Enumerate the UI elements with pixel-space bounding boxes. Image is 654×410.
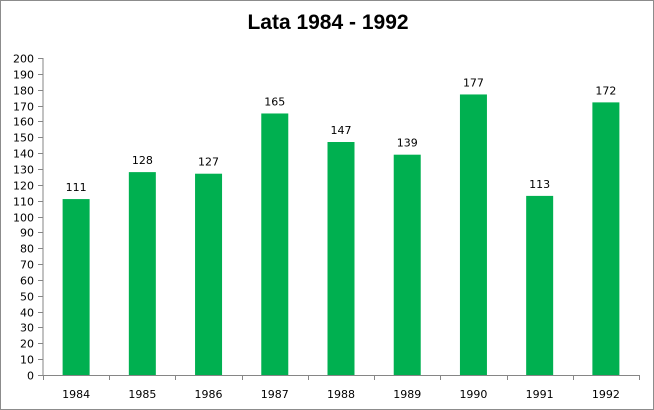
y-tick-label: 70 <box>20 259 34 272</box>
bar <box>62 199 90 375</box>
data-label: 128 <box>132 154 153 167</box>
chart-title: Lata 1984 - 1992 <box>247 11 409 34</box>
data-label: 113 <box>529 178 550 191</box>
y-tick-label: 60 <box>20 275 34 288</box>
y-tick-label: 10 <box>20 354 34 367</box>
bar <box>592 102 620 375</box>
data-label: 177 <box>463 76 484 89</box>
y-tick-label: 120 <box>13 180 34 193</box>
y-tick-label: 100 <box>13 212 34 225</box>
bar <box>261 113 289 375</box>
y-tick-label: 200 <box>13 53 34 66</box>
x-tick-label: 1987 <box>261 388 289 401</box>
x-tick-label: 1990 <box>459 388 487 401</box>
data-label: 127 <box>198 156 219 169</box>
data-label: 172 <box>595 84 616 97</box>
x-tick-label: 1986 <box>195 388 223 401</box>
bar <box>526 195 554 375</box>
y-tick-label: 160 <box>13 116 34 129</box>
y-tick-label: 110 <box>13 196 34 209</box>
y-tick-label: 50 <box>20 291 34 304</box>
y-tick-label: 190 <box>13 69 34 82</box>
y-tick-label: 150 <box>13 132 34 145</box>
x-tick-label: 1984 <box>62 388 90 401</box>
data-label: 147 <box>331 124 352 137</box>
y-tick-label: 0 <box>27 370 34 383</box>
x-tick-label: 1989 <box>393 388 421 401</box>
data-label: 111 <box>66 181 87 194</box>
y-tick-label: 30 <box>20 322 34 335</box>
data-label: 165 <box>264 95 285 108</box>
y-tick-label: 90 <box>20 227 34 240</box>
data-label: 139 <box>397 137 418 150</box>
y-tick-label: 140 <box>13 148 34 161</box>
x-tick-label: 1988 <box>327 388 355 401</box>
y-tick-label: 180 <box>13 85 34 98</box>
y-tick-label: 80 <box>20 243 34 256</box>
bar <box>327 142 355 375</box>
y-tick-label: 170 <box>13 101 34 114</box>
bar <box>459 94 487 375</box>
x-tick-label: 1992 <box>592 388 620 401</box>
x-tick-label: 1985 <box>128 388 156 401</box>
y-tick-label: 40 <box>20 307 34 320</box>
y-tick-label: 130 <box>13 164 34 177</box>
bar <box>393 154 421 375</box>
x-tick-label: 1991 <box>526 388 554 401</box>
y-tick-label: 20 <box>20 338 34 351</box>
bar <box>128 172 156 375</box>
bar <box>195 173 223 375</box>
